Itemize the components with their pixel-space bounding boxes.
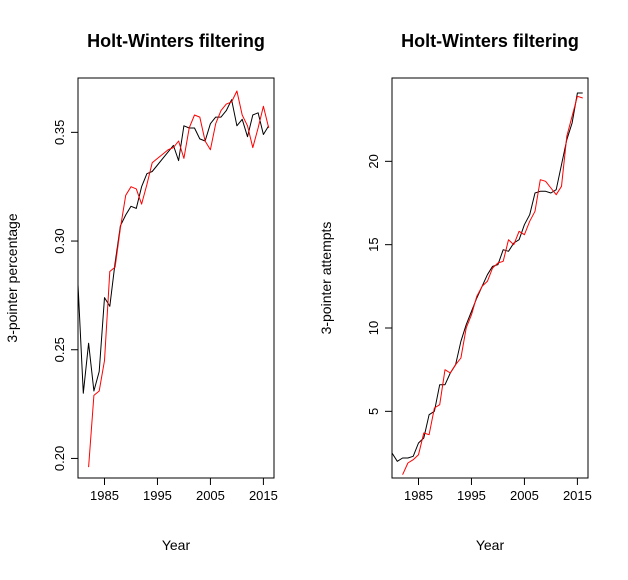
left-y-axis-label: 3-pointer percentage	[4, 213, 20, 342]
right-chart-panel: Holt-Winters filtering Year 3-pointer at…	[318, 31, 592, 553]
left-y-tick-label: 0.25	[52, 337, 67, 362]
left-x-axis-label: Year	[162, 537, 191, 553]
right-x-axis-label: Year	[476, 537, 505, 553]
right-y-tick-label: 10	[366, 321, 381, 335]
left-chart-panel: Holt-Winters filtering Year 3-pointer pe…	[4, 31, 278, 553]
left-chart-title: Holt-Winters filtering	[87, 31, 265, 51]
right-chart-title: Holt-Winters filtering	[401, 31, 579, 51]
right-y-tick-label: 20	[366, 154, 381, 168]
left-fitted-series-line	[88, 90, 270, 468]
left-observed-series-line	[77, 99, 270, 394]
right-plot-frame	[391, 77, 589, 479]
left-plot-frame	[77, 77, 275, 479]
left-x-tick-label: 1985	[90, 488, 119, 503]
left-x-tick-label: 2005	[196, 488, 225, 503]
left-y-tick-label: 0.35	[52, 120, 67, 145]
right-y-tick-label: 5	[366, 408, 381, 415]
right-y-axis-label: 3-pointer attempts	[318, 222, 334, 335]
right-x-tick-label: 1995	[457, 488, 486, 503]
left-x-tick-label: 1995	[143, 488, 172, 503]
left-x-tick-label: 2015	[249, 488, 278, 503]
left-y-tick-label: 0.20	[52, 446, 67, 471]
right-fitted-series-line	[402, 95, 583, 475]
right-observed-series-line	[391, 92, 583, 462]
right-x-tick-label: 2015	[563, 488, 592, 503]
right-x-tick-label: 1985	[404, 488, 433, 503]
right-y-tick-label: 15	[366, 237, 381, 251]
left-y-tick-label: 0.30	[52, 228, 67, 253]
right-x-tick-label: 2005	[510, 488, 539, 503]
